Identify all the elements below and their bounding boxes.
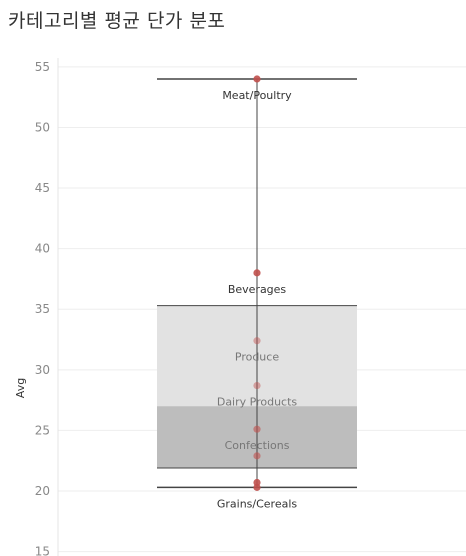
point-label-1: Meat/Poultry [222, 89, 292, 102]
y-tick-label-35: 35 [35, 302, 50, 316]
point-layer [253, 75, 261, 491]
label-layer: Meat/Poultry Beverages Produce Dairy Produc… [217, 89, 298, 510]
data-point-6 [253, 452, 261, 460]
data-point-5 [253, 425, 261, 433]
y-tick-label-30: 30 [35, 363, 50, 377]
point-label-5: Confections [225, 439, 290, 452]
y-tick-label-55: 55 [35, 60, 50, 74]
y-tick-label-15: 15 [35, 545, 50, 556]
data-point-2 [253, 269, 261, 277]
y-tick-label-25: 25 [35, 423, 50, 437]
data-point-8 [253, 483, 261, 491]
point-label-2: Beverages [228, 283, 287, 296]
data-point-4 [253, 381, 261, 390]
data-point-3 [253, 337, 261, 345]
data-point-1 [253, 75, 261, 83]
y-tick-label-45: 45 [35, 181, 50, 195]
point-label-4: Dairy Products [217, 396, 298, 409]
point-label-8: Grains/Cereals [217, 497, 298, 510]
y-tick-label-50: 50 [35, 120, 50, 134]
axis-layer: 15 20 25 30 35 40 45 50 55 [35, 58, 59, 556]
y-axis-label: Avg [14, 378, 27, 398]
y-tick-label-40: 40 [35, 242, 50, 256]
chart-title: 카테고리별 평균 단가 분포 [8, 10, 226, 32]
y-tick-label-20: 20 [35, 484, 50, 498]
point-label-3: Produce [235, 351, 279, 364]
